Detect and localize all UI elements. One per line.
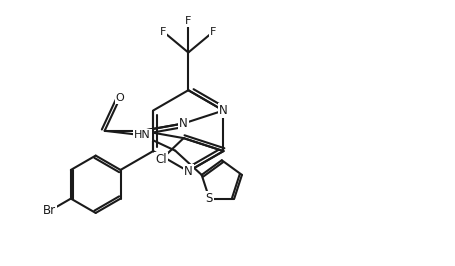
Text: Br: Br (43, 204, 56, 217)
Text: S: S (205, 192, 212, 205)
Text: O: O (116, 93, 124, 103)
Text: F: F (210, 27, 216, 36)
Text: Cl: Cl (155, 153, 167, 166)
Text: N: N (218, 104, 228, 117)
Text: HN: HN (133, 130, 150, 140)
Text: N: N (179, 117, 187, 130)
Text: F: F (185, 16, 191, 26)
Text: N: N (183, 165, 192, 178)
Text: F: F (160, 27, 166, 36)
